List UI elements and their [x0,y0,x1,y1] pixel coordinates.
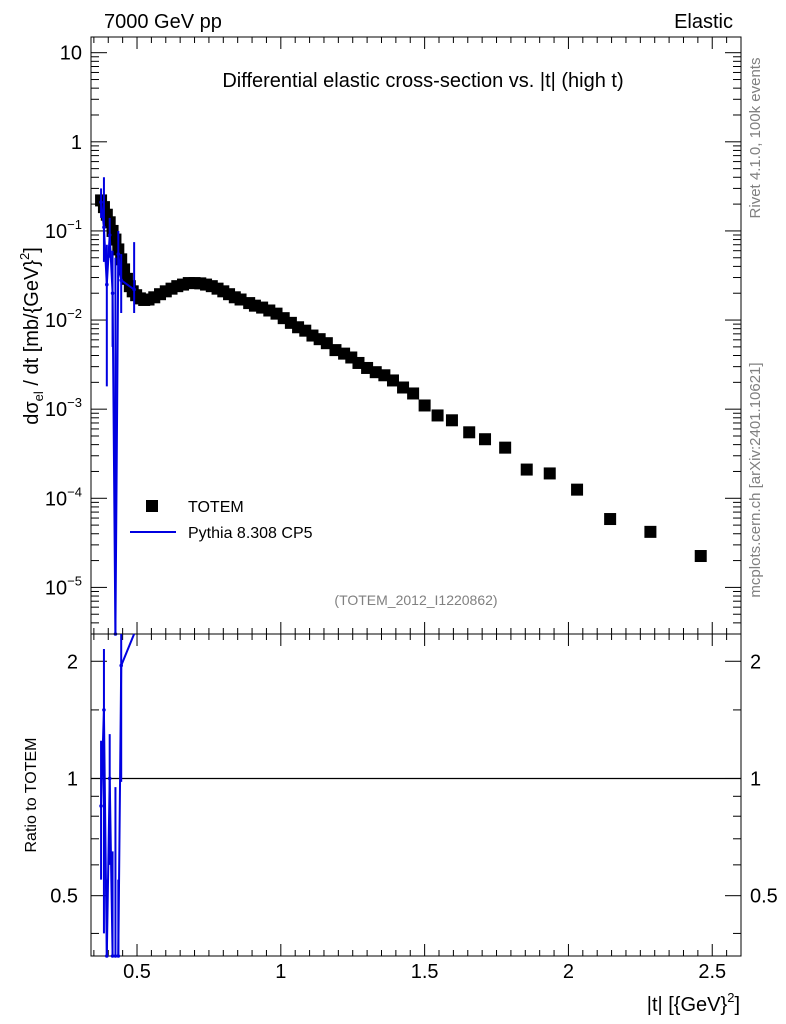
totem-point [431,409,444,422]
header-left: 7000 GeV pp [104,11,222,33]
main-plot-data [95,177,707,636]
pythia-point [119,278,123,282]
ratio-point [102,708,106,712]
pythia-point [102,225,106,230]
totem-point [499,441,512,454]
totem-point [479,433,492,446]
x-tick-label: 0.5 [123,961,151,983]
pythia-point [116,252,121,256]
totem-point [463,426,476,439]
main-plot-y-tick-labels: 10 1 10−1 10−2 10−3 10−4 10−5 [45,43,82,600]
y-tick-label: 2 [67,651,78,673]
y-tick-label: 10−1 [45,217,82,243]
x-tick-label: 2 [563,961,574,983]
main-plot-panel: 10 1 10−1 10−2 10−3 10−4 10−5 Differential ela… [17,36,742,636]
ratio-point [119,663,123,668]
ratio-plot-frame [90,633,742,957]
totem-point [543,467,556,480]
y-tick-label: 10−5 [45,573,82,599]
ratio-plot-panel: 0.5 0.5 1 1 2 2 0.5 1 1.5 2 2.5 Ratio to TOTEM |t|… [23,633,778,1016]
pythia-point [105,282,109,287]
ratio-point [107,776,112,781]
x-axis-label: |t| [{GeV}2] [647,990,740,1016]
chart-title: Differential elastic cross-section vs. |… [222,70,623,92]
y-tick-label-right: 2 [750,651,761,673]
totem-point [397,381,410,394]
rivet-label: Rivet 4.1.0, 100k events [747,58,764,219]
ratio-plot-ticks [91,634,742,956]
totem-point [520,463,533,476]
pythia-point [132,287,136,292]
y-tick-label-right: 0.5 [750,886,778,908]
x-tick-label: 1.5 [411,961,439,983]
totem-point [644,525,657,538]
legend: TOTEM Pythia 8.308 CP5 [130,499,313,542]
main-plot-ticks [91,37,742,635]
pythia-point [99,200,103,205]
x-tick-label: 1 [275,961,286,983]
pythia-point [107,233,112,237]
totem-point [407,387,420,400]
totem-point [445,414,458,427]
ratio-plot-tick-labels: 0.5 0.5 1 1 2 2 0.5 1 1.5 2 2.5 [50,651,778,983]
y-tick-label-right: 1 [750,768,761,790]
y-tick-label: 1 [71,132,82,154]
header-right: Elastic [674,11,733,33]
ratio-plot-data [91,633,741,958]
totem-point [386,374,399,387]
main-plot-frame [90,36,742,635]
legend-label-totem: TOTEM [188,499,244,516]
ratio-point [99,804,103,808]
ratio-point [113,954,118,958]
watermark: (TOTEM_2012_I1220862) [334,592,497,608]
x-tick-label: 2.5 [698,961,726,983]
ratio-point [116,954,121,958]
totem-point [418,399,431,412]
mcplots-label: mcplots.cern.ch [arXiv:2401.10621] [747,362,764,597]
ratio-y-axis-label: Ratio to TOTEM [23,738,40,853]
legend-label-pythia: Pythia 8.308 CP5 [188,525,313,542]
y-tick-label: 10−2 [45,306,82,332]
y-tick-label: 10−4 [45,484,82,510]
pythia-point [110,291,115,296]
ratio-point [105,954,109,958]
y-tick-label: 1 [67,768,78,790]
totem-point [694,550,707,563]
ratio-point [110,954,115,958]
main-y-axis-label: dσel / dt [mb/{GeV}2] [17,247,46,425]
y-tick-label: 10−3 [45,395,82,421]
totem-point [604,513,617,526]
totem-point [571,483,584,496]
legend-marker-totem [146,500,158,512]
y-tick-label: 0.5 [50,886,78,908]
y-tick-label: 10 [60,43,82,65]
